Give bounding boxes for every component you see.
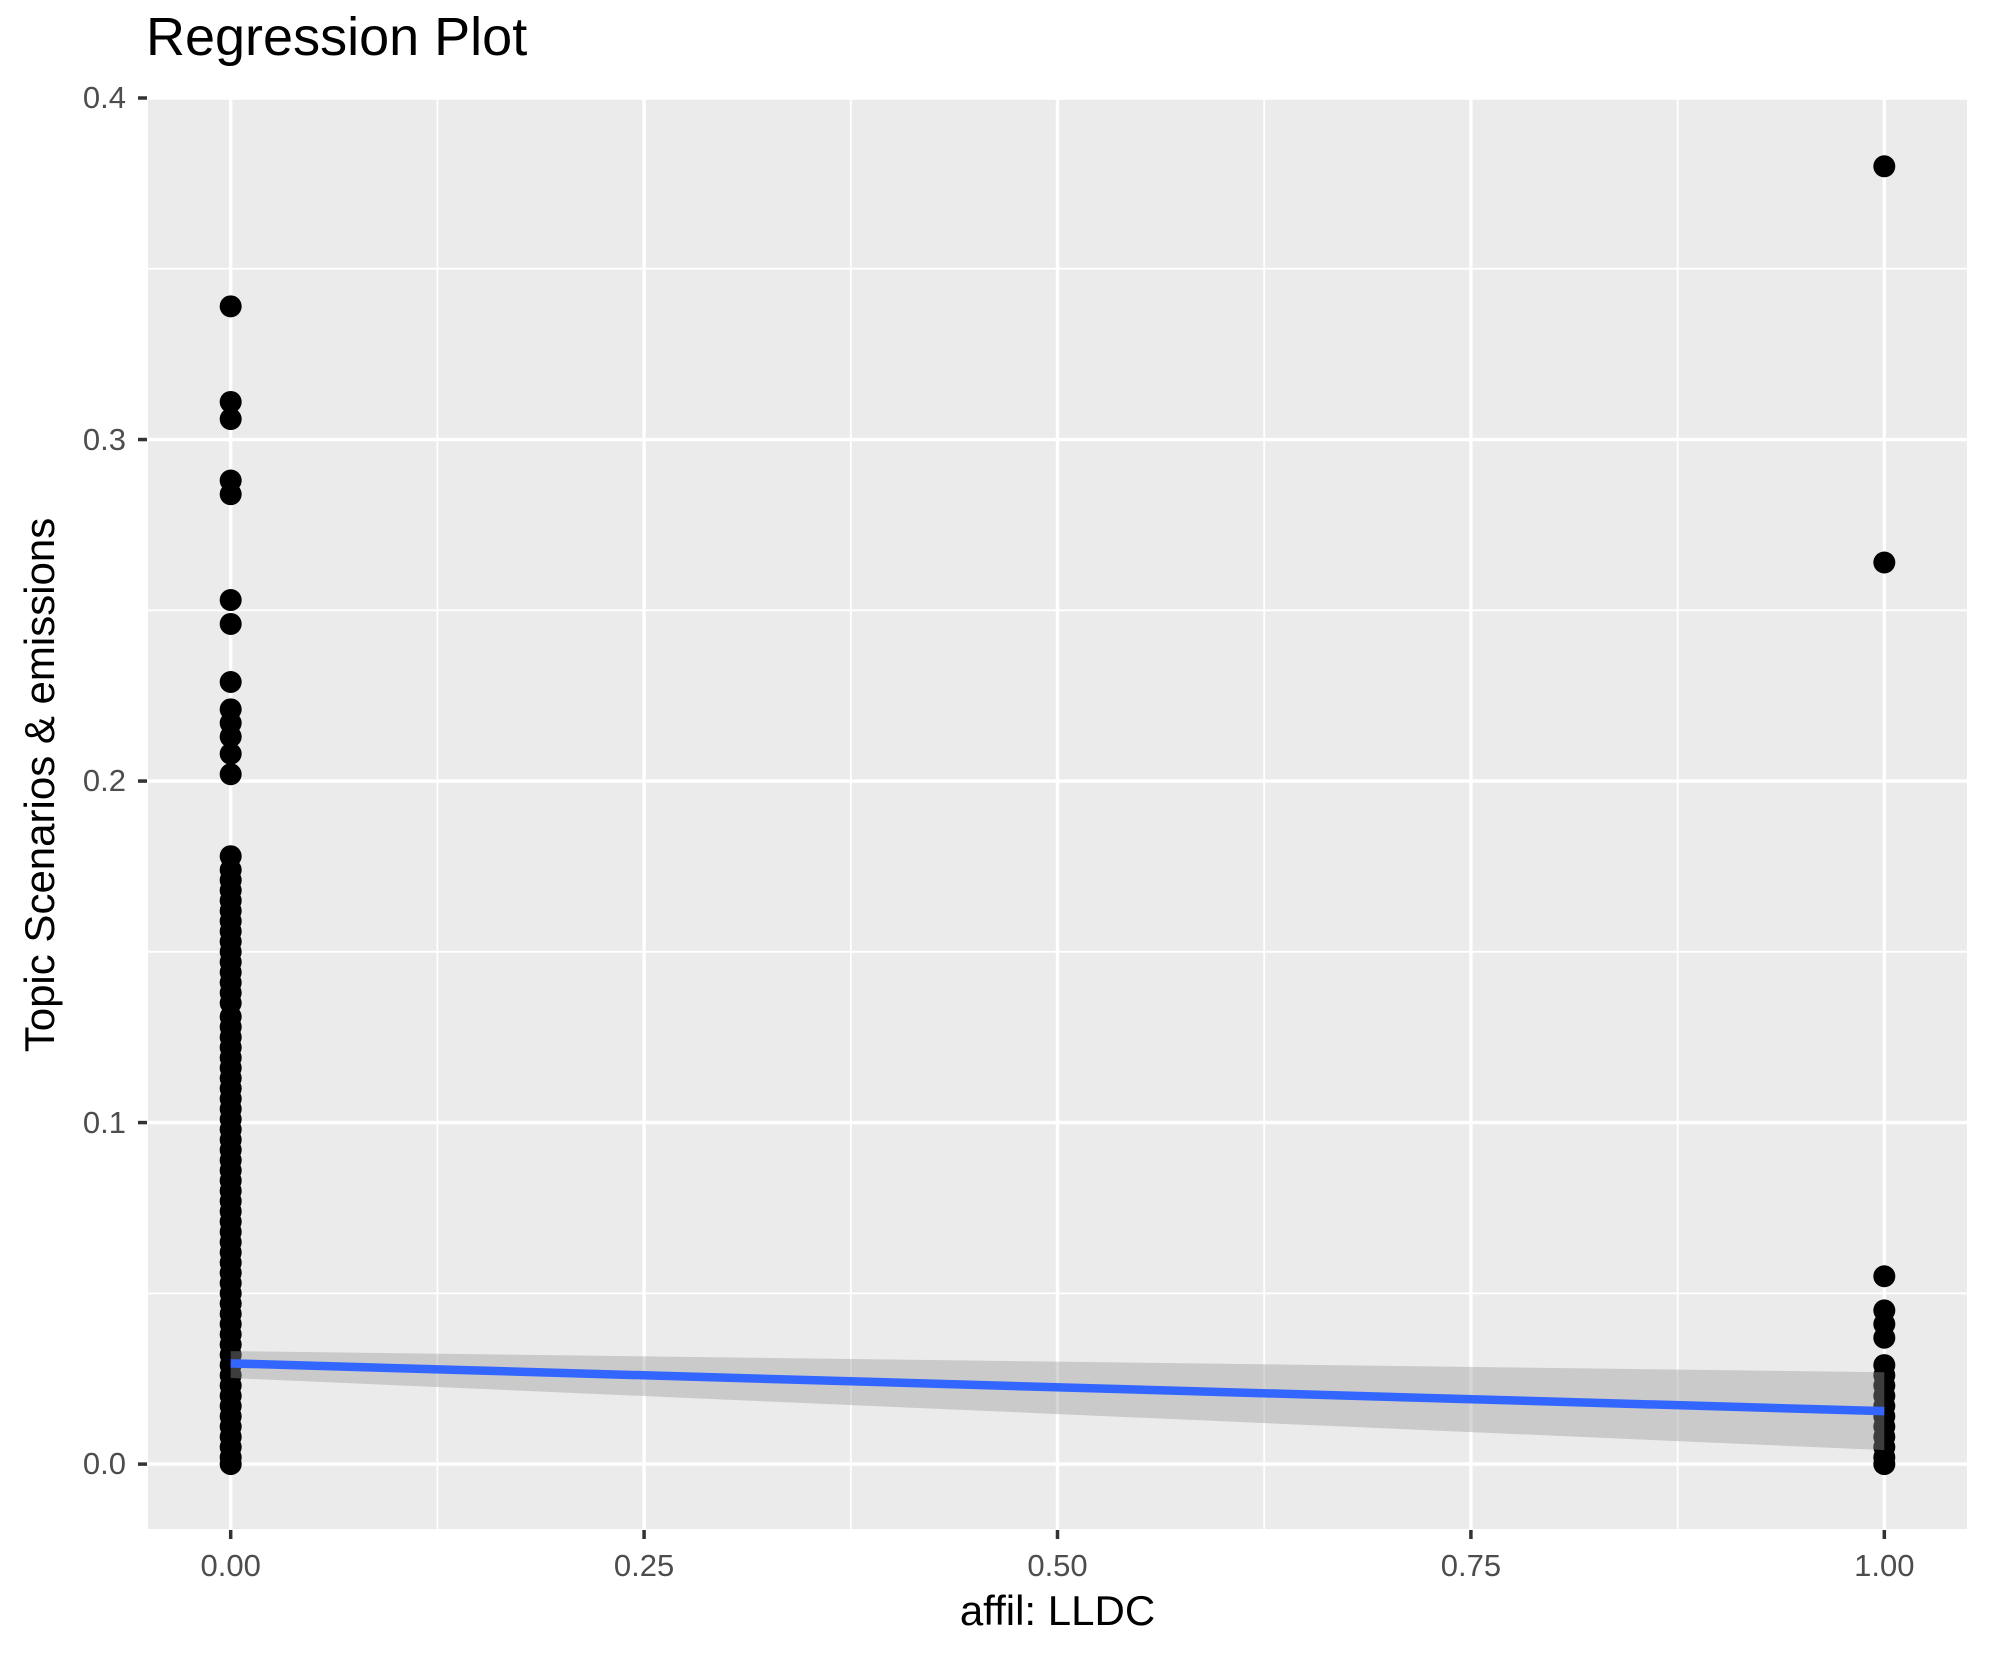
x-tick-label: 0.25 [613,1548,675,1583]
y-axis-title: Topic Scenarios & emissions [15,517,63,1053]
data-point [1873,1453,1896,1476]
y-tick-label: 0.4 [82,80,126,115]
y-tick-label: 0.3 [82,421,126,457]
data-point [219,589,242,612]
data-point [1873,551,1896,574]
data-point [219,390,242,413]
data-point [219,483,242,506]
data-point [219,612,242,635]
data-point [1873,1265,1896,1288]
y-tick-label: 0.2 [82,763,126,799]
plot-title: Regression Plot [146,7,528,67]
data-point [219,1453,242,1476]
data-point [219,725,242,748]
x-axis-title: affil: LLDC [959,1587,1156,1634]
x-tick-label: 1.00 [1854,1548,1915,1583]
y-tick-label: 0.0 [82,1446,126,1482]
data-point [1873,1326,1896,1349]
data-point [219,408,242,431]
x-tick-label: 0.00 [200,1548,261,1583]
data-point [219,742,242,765]
data-point [219,671,242,694]
regression-line [230,1359,1885,1416]
data-point [219,763,242,786]
data-point [1873,155,1896,178]
x-tick-label: 0.50 [1027,1548,1088,1583]
x-tick-label: 0.75 [1440,1548,1502,1583]
y-tick-label: 0.1 [82,1104,126,1140]
data-point [219,295,242,318]
